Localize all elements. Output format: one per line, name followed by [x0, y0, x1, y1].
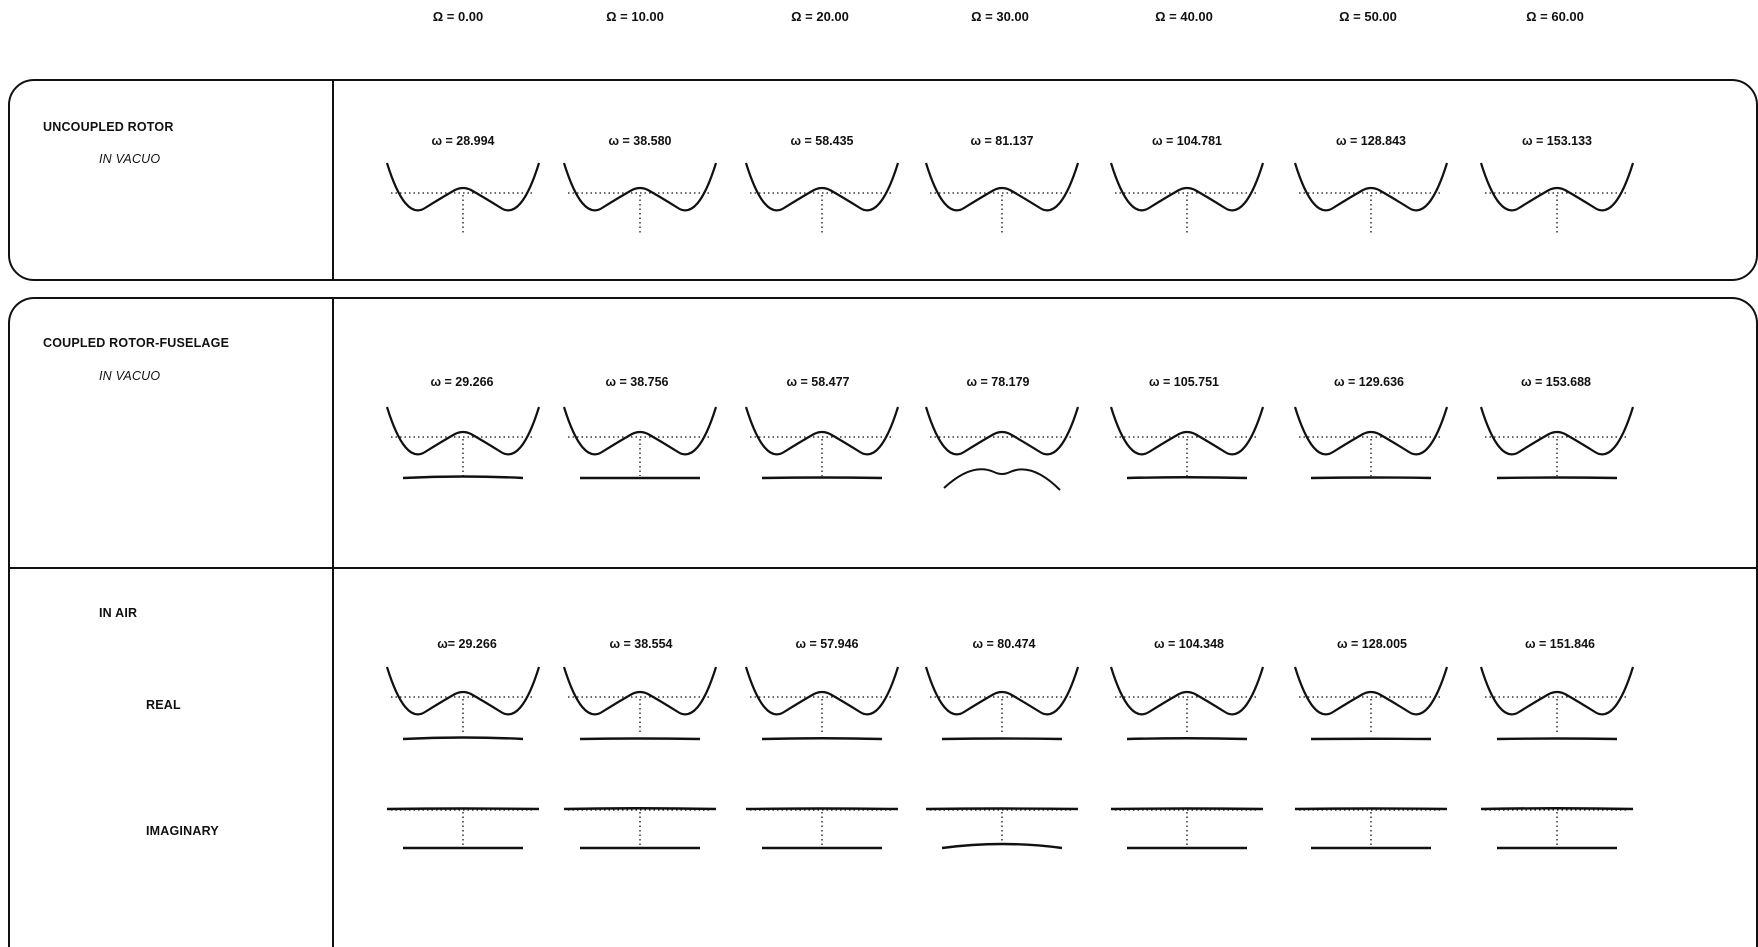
rotor-mode-shape: [387, 407, 539, 454]
fuselage-mode-shape: [1127, 477, 1247, 478]
rotor-mode-shape: [1111, 407, 1263, 454]
fuselage-mode-shape: [942, 739, 1062, 740]
rotor-imaginary-shape: [564, 808, 716, 809]
rotor-mode-shape: [564, 407, 716, 454]
rotor-imaginary-shape: [746, 809, 898, 810]
rotor-mode-shape: [387, 163, 539, 210]
rotor-mode-shape: [1295, 163, 1447, 210]
rotor-mode-shape: [1295, 667, 1447, 714]
rotor-mode-shape: [564, 667, 716, 714]
fuselage-mode-shape: [580, 739, 700, 740]
rotor-imaginary-shape: [1111, 809, 1263, 810]
fuselage-mode-shape: [762, 478, 882, 479]
fuselage-mode-shape: [403, 477, 523, 479]
rotor-mode-shape: [387, 667, 539, 714]
fuselage-mode-shape: [944, 469, 1060, 490]
rotor-mode-shape: [1481, 163, 1633, 210]
fuselage-mode-shape: [1127, 738, 1247, 739]
rotor-mode-shape: [746, 667, 898, 714]
fuselage-mode-shape: [1311, 478, 1431, 479]
rotor-imaginary-shape: [1481, 808, 1633, 809]
rotor-mode-shape: [746, 407, 898, 454]
rotor-mode-shape: [926, 407, 1078, 454]
fuselage-mode-shape: [403, 738, 523, 740]
fuselage-mode-shape: [1497, 739, 1617, 740]
fuselage-mode-shape: [762, 738, 882, 739]
rotor-mode-shape: [926, 163, 1078, 210]
rotor-mode-shape: [564, 163, 716, 210]
rotor-imaginary-shape: [1295, 809, 1447, 810]
rotor-imaginary-shape: [387, 809, 539, 810]
rotor-mode-shape: [746, 163, 898, 210]
rotor-imaginary-shape: [926, 809, 1078, 810]
rotor-mode-shape: [1481, 407, 1633, 454]
fuselage-mode-shape: [1497, 478, 1617, 479]
rotor-mode-shape: [1111, 667, 1263, 714]
rotor-mode-shape: [926, 667, 1078, 714]
rotor-mode-shape: [1481, 667, 1633, 714]
rotor-mode-shape: [1111, 163, 1263, 210]
rotor-mode-shape: [1295, 407, 1447, 454]
